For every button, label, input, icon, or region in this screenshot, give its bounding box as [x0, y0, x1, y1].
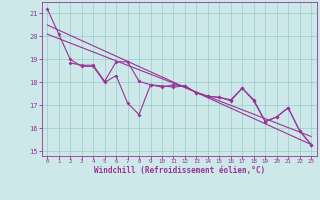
X-axis label: Windchill (Refroidissement éolien,°C): Windchill (Refroidissement éolien,°C) [94, 166, 265, 175]
